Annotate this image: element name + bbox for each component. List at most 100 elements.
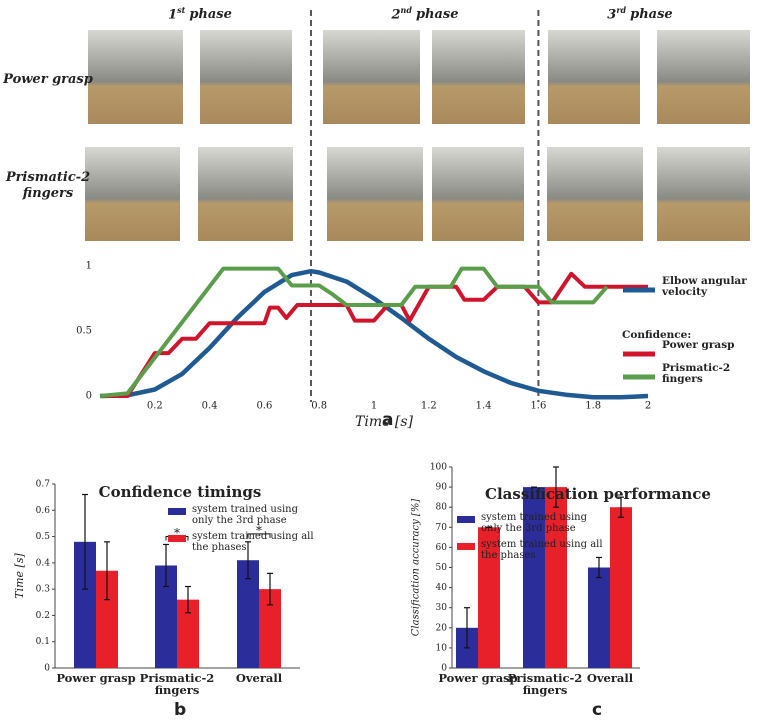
y-axis-label: Classification accuracy [%] — [411, 499, 422, 637]
y-tick-label: 0.7 — [36, 480, 51, 490]
chart-title: Confidence timings — [99, 483, 262, 501]
phase-label: 3rd phase — [595, 6, 685, 22]
bar — [237, 560, 259, 668]
x-tick-label: Power grasp — [438, 671, 518, 685]
y-axis-label: Time [s] — [13, 553, 26, 599]
x-tick-label: Overall — [586, 671, 634, 685]
phase-label-part: phase — [630, 7, 673, 23]
y-tick-label: 30 — [436, 603, 448, 613]
bar — [523, 487, 545, 668]
phase-label-part: phase — [189, 7, 232, 23]
x-tick-label: 1 — [371, 401, 377, 412]
legend-label: Elbow angular velocity — [662, 275, 747, 299]
row-label: Prismatic-2 fingers — [5, 170, 91, 202]
legend-label: system trained using all the phases — [192, 531, 314, 553]
line-series — [100, 271, 648, 398]
significance-label: * — [174, 526, 180, 540]
photo — [198, 147, 293, 241]
chart-title: Classification performance — [485, 485, 711, 503]
phase-label-part: st — [177, 5, 186, 15]
x-tick-label: 1.6 — [530, 401, 546, 412]
bar — [96, 570, 118, 668]
y-tick-label: 80 — [436, 503, 448, 513]
photo — [432, 30, 525, 124]
y-tick-label: 0.5 — [76, 326, 92, 337]
line-series — [99, 268, 649, 400]
y-tick-label: 70 — [436, 523, 448, 533]
phase-label-part: 1 — [168, 7, 178, 23]
legend-label: system trained using only the 3rd phase — [481, 512, 588, 534]
x-tick-label: 0.2 — [147, 401, 163, 412]
y-tick-label: 0.5 — [36, 532, 51, 542]
x-tick-label: 1.4 — [476, 401, 492, 412]
error-bar — [104, 541, 110, 601]
y-tick-label: 0 — [441, 664, 447, 674]
bar — [610, 507, 632, 668]
error-bar — [596, 556, 602, 579]
error-bar — [82, 493, 88, 590]
legend-swatch — [457, 543, 475, 550]
legend-label: Power grasp — [662, 339, 735, 351]
significance-label: * — [256, 523, 262, 537]
y-tick-label: 90 — [436, 483, 448, 493]
panel-label: b — [174, 700, 187, 720]
legend-swatch — [168, 508, 186, 515]
x-tick-label: Prismatic-2 fingers — [139, 671, 215, 698]
error-bar — [245, 541, 251, 580]
photo — [548, 30, 640, 124]
phase-label: 1st phase — [155, 6, 245, 22]
y-tick-label: 60 — [436, 543, 448, 553]
error-bar — [185, 585, 191, 614]
x-tick-label: 0.4 — [202, 401, 218, 412]
photo — [327, 147, 423, 241]
error-bar — [464, 607, 470, 649]
photo — [200, 30, 292, 124]
y-tick-label: 100 — [430, 463, 447, 473]
phase-label-part: phase — [415, 7, 459, 23]
phase-label-part: nd — [400, 5, 412, 15]
error-bar — [163, 543, 169, 588]
x-tick-label: Power grasp — [56, 671, 136, 685]
legend-label: system trained using only the 3rd phase — [192, 504, 299, 526]
panel-label: c — [592, 700, 603, 720]
x-tick-label: 0.6 — [256, 401, 272, 412]
legend-swatch — [168, 535, 186, 542]
legend-swatch — [457, 516, 475, 523]
photo — [85, 147, 180, 241]
photo — [547, 147, 643, 241]
error-bar — [618, 496, 624, 518]
y-tick-label: 40 — [436, 583, 448, 593]
y-tick-label: 0.2 — [36, 611, 50, 621]
significance-bracket — [247, 533, 271, 538]
panel-label: a — [382, 410, 394, 430]
bar — [259, 589, 281, 668]
y-tick-label: 0.6 — [36, 506, 51, 516]
x-tick-label: 2 — [645, 401, 651, 412]
row-label: Power grasp — [3, 72, 93, 87]
bar — [155, 565, 177, 668]
error-bar — [267, 572, 273, 606]
y-tick-label: 0.3 — [36, 585, 51, 595]
photo — [657, 147, 750, 241]
legend-label: Prismatic-2 fingers — [662, 362, 731, 386]
photo — [88, 30, 183, 124]
y-tick-label: 0 — [44, 664, 50, 674]
photo — [432, 147, 524, 241]
phase-label-part: 2 — [391, 7, 401, 23]
x-tick-label: Prismatic-2 fingers — [507, 671, 583, 698]
bar — [545, 487, 567, 668]
y-tick-label: 10 — [436, 643, 448, 653]
x-tick-label: 0.8 — [311, 401, 327, 412]
bar — [177, 599, 199, 668]
x-axis-label: Time [s] — [355, 414, 413, 430]
x-tick-label: 1.8 — [585, 401, 601, 412]
bar — [588, 567, 610, 668]
legend-heading: Confidence: — [622, 329, 692, 341]
photo — [323, 30, 420, 124]
phase-label-part: rd — [616, 5, 627, 15]
y-tick-label: 0.1 — [36, 637, 50, 647]
error-bar — [553, 466, 559, 508]
x-tick-label: Overall — [235, 671, 283, 685]
